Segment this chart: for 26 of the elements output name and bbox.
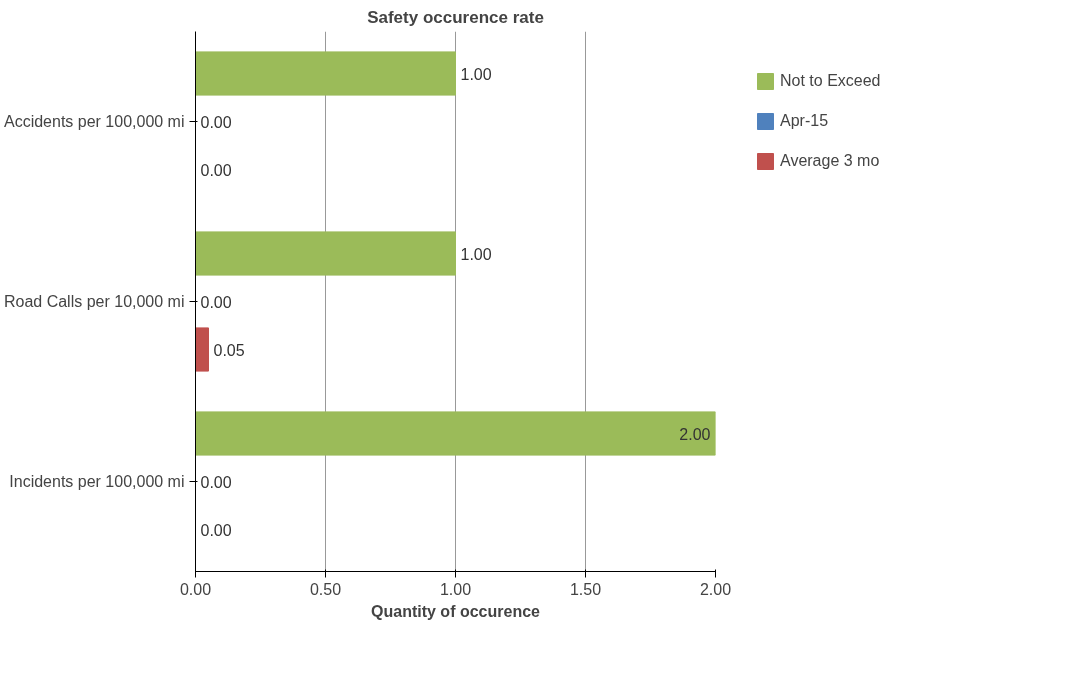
data-label: 1.00 xyxy=(460,245,492,263)
legend-label: Not to Exceed xyxy=(780,72,882,90)
data-label: 0.00 xyxy=(200,521,232,539)
x-tick-label: 2.00 xyxy=(699,580,732,598)
data-label: 0.00 xyxy=(200,161,232,179)
data-label: 0.00 xyxy=(200,113,232,131)
legend-label: Average 3 mo xyxy=(780,152,881,170)
bar xyxy=(195,231,456,276)
data-label: 0.00 xyxy=(200,293,232,311)
x-axis-title: Quantity of occurence xyxy=(371,602,541,620)
data-label: 0.00 xyxy=(200,473,232,491)
x-tick-label: 1.00 xyxy=(439,580,472,598)
data-label: 0.05 xyxy=(213,341,245,359)
bar xyxy=(195,327,209,372)
x-tick-label: 0.50 xyxy=(309,580,342,598)
bar xyxy=(195,51,456,96)
x-tick-label: 1.50 xyxy=(569,580,602,598)
legend-label: Apr-15 xyxy=(780,112,830,130)
data-label: 1.00 xyxy=(460,65,492,83)
x-tick-label: 0.00 xyxy=(179,580,212,598)
chart-title: Safety occurence rate xyxy=(367,7,544,27)
y-tick-label: Road Calls per 10,000 mi xyxy=(3,293,185,310)
data-label: 2.00 xyxy=(679,425,711,443)
bar xyxy=(195,411,716,456)
y-tick-label: Incidents per 100,000 mi xyxy=(9,473,185,490)
y-tick-label: Accidents per 100,000 mi xyxy=(3,113,185,130)
